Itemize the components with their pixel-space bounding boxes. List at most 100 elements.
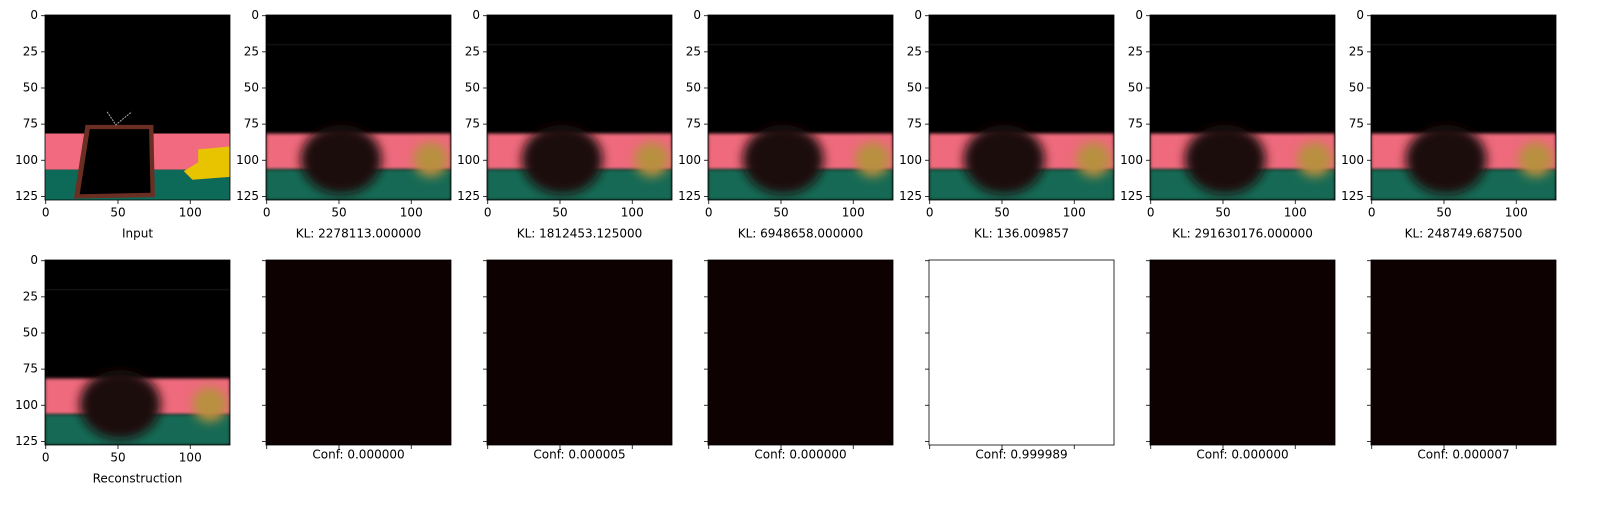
y-tick-label: 125	[457, 189, 480, 203]
y-tick-label: 100	[236, 153, 259, 167]
blob	[192, 387, 228, 422]
blob	[742, 124, 824, 195]
image	[1371, 15, 1556, 200]
y-tick-label: 50	[686, 80, 701, 94]
panel-label: Conf: 0.000005	[533, 448, 625, 462]
blob	[1405, 124, 1487, 195]
tv-screen	[79, 129, 151, 195]
panel-label: Input	[122, 227, 153, 241]
x-tick-label: 50	[994, 206, 1009, 220]
y-tick-label: 0	[251, 8, 259, 22]
y-tick-label: 75	[686, 117, 701, 131]
blob	[1297, 142, 1333, 177]
axes-frame	[928, 259, 1115, 446]
y-tick-label: 125	[678, 189, 701, 203]
pixel-region	[1371, 260, 1556, 445]
blob	[634, 142, 670, 177]
x-tick-label: 0	[42, 451, 50, 465]
y-tick-label: 25	[686, 44, 701, 58]
image	[1371, 260, 1556, 445]
axes-frame	[707, 14, 894, 201]
axes-frame	[265, 259, 452, 446]
x-tick-label: 0	[484, 206, 492, 220]
image	[708, 15, 893, 200]
y-tick-label: 0	[914, 8, 922, 22]
image	[45, 260, 230, 445]
blob	[963, 124, 1045, 195]
blob	[1076, 142, 1112, 177]
panel-label: Conf: 0.000000	[754, 448, 846, 462]
y-tick-label: 0	[693, 8, 701, 22]
y-tick-label: 0	[472, 8, 480, 22]
y-tick-label: 50	[244, 80, 259, 94]
x-tick-label: 100	[179, 451, 202, 465]
y-tick-label: 100	[1120, 153, 1143, 167]
pixel-region	[929, 43, 1114, 46]
pixel-region	[266, 43, 451, 46]
y-tick-label: 75	[907, 117, 922, 131]
x-tick-label: 100	[400, 206, 423, 220]
panel-label: KL: 291630176.000000	[1172, 227, 1313, 241]
antenna	[106, 111, 133, 126]
pixel-region	[487, 43, 672, 46]
x-tick-label: 0	[1147, 206, 1155, 220]
y-tick-label: 125	[899, 189, 922, 203]
panel-label: Conf: 0.000007	[1417, 448, 1509, 462]
x-tick-label: 0	[263, 206, 271, 220]
image	[1150, 15, 1335, 200]
y-tick-label: 25	[1128, 44, 1143, 58]
blob	[855, 142, 891, 177]
y-tick-label: 25	[907, 44, 922, 58]
axes-frame	[265, 14, 452, 201]
image	[1150, 260, 1335, 445]
image	[708, 260, 893, 445]
y-tick-label: 100	[457, 153, 480, 167]
y-tick-label: 75	[23, 117, 38, 131]
pixel-region	[1150, 43, 1335, 46]
blob	[413, 142, 449, 177]
panel-label: Conf: 0.000000	[312, 448, 404, 462]
x-tick-label: 50	[552, 206, 567, 220]
y-tick-label: 25	[23, 289, 38, 303]
panel-label: KL: 136.009857	[974, 227, 1069, 241]
blob	[521, 124, 603, 195]
panel-label: Conf: 0.999989	[975, 448, 1067, 462]
panel-label: Conf: 0.000000	[1196, 448, 1288, 462]
y-tick-label: 25	[1349, 44, 1364, 58]
y-tick-label: 100	[1341, 153, 1364, 167]
x-tick-label: 0	[42, 206, 50, 220]
blob	[300, 124, 382, 195]
panel-label: Reconstruction	[93, 472, 183, 486]
y-tick-label: 125	[236, 189, 259, 203]
axes-frame	[44, 259, 231, 446]
x-tick-label: 100	[179, 206, 202, 220]
image	[487, 260, 672, 445]
y-tick-label: 75	[465, 117, 480, 131]
blob	[79, 369, 161, 440]
y-tick-label: 50	[907, 80, 922, 94]
image	[929, 15, 1114, 200]
image	[929, 260, 1114, 445]
y-tick-label: 25	[23, 44, 38, 58]
pixel-region	[708, 260, 893, 445]
x-tick-label: 50	[331, 206, 346, 220]
y-tick-label: 100	[15, 398, 38, 412]
image	[45, 15, 230, 200]
x-tick-label: 50	[1215, 206, 1230, 220]
y-tick-label: 125	[1341, 189, 1364, 203]
pixel-region	[266, 260, 451, 445]
pixel-region	[1150, 260, 1335, 445]
axes-frame	[1370, 14, 1557, 201]
axes-frame	[44, 14, 231, 201]
x-tick-label: 0	[705, 206, 713, 220]
axes-frame	[1149, 259, 1336, 446]
x-tick-label: 0	[1368, 206, 1376, 220]
image	[266, 15, 451, 200]
y-tick-label: 0	[30, 253, 38, 267]
y-tick-label: 75	[1349, 117, 1364, 131]
image	[266, 260, 451, 445]
pixel-region	[1371, 43, 1556, 46]
axes-frame	[1149, 14, 1336, 201]
y-tick-label: 25	[465, 44, 480, 58]
